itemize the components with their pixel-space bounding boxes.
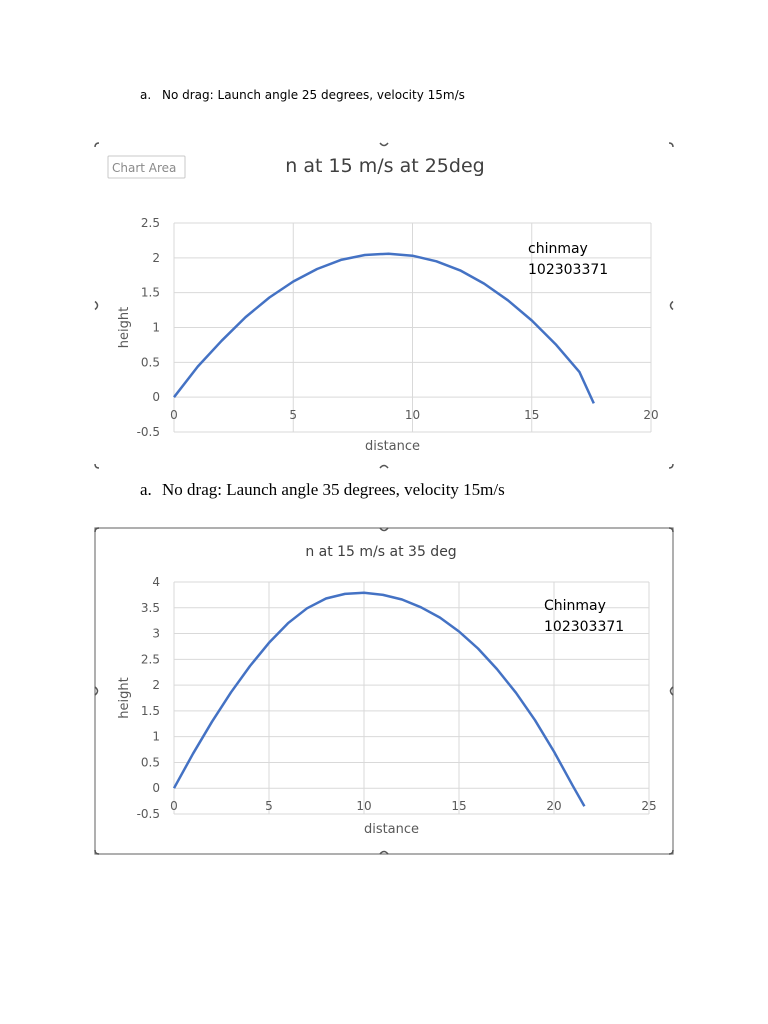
chart-trajectory-35deg[interactable]: n at 15 m/s at 35 deg -0.5 0 0.5 1 1.5 2 2.5 3 3.… [94,527,674,855]
section-heading-25deg: a. No drag: Launch angle 25 degrees, velo… [140,88,465,102]
y-tick-label: 0 [152,390,160,404]
handle-top-center[interactable] [379,142,389,147]
handle-right-center[interactable] [669,300,674,311]
x-tick-label: 0 [170,799,178,813]
x-axis-label: distance [365,439,420,454]
chart-title: n at 15 m/s at 25deg [285,155,484,177]
y-tick-label: 2 [152,678,160,692]
y-tick-label: 1.5 [141,704,160,718]
x-tick-label: 15 [451,799,466,813]
y-tick-label: 2.5 [141,652,160,666]
y-tick-label: 1.5 [141,286,160,300]
y-axis-label: height [117,307,132,348]
list-marker: a. [140,88,152,102]
y-tick-label: 3 [152,627,160,641]
y-tick-label: 2 [152,251,160,265]
y-tick-label: 1 [152,321,160,335]
handle-bottom-left[interactable] [94,463,100,469]
handle-top-left[interactable] [94,142,100,148]
list-marker: a. [140,480,152,499]
y-tick-label: 1 [152,730,160,744]
handle-left-center[interactable] [94,300,99,311]
heading-text: No drag: Launch angle 25 degrees, veloci… [162,88,465,102]
handle-top-center[interactable] [379,527,389,532]
handle-bottom-right[interactable] [668,849,674,855]
y-axis-label: height [117,677,132,718]
handle-bottom-left[interactable] [94,849,100,855]
x-tick-label: 25 [641,799,656,813]
x-tick-label: 10 [356,799,371,813]
handle-top-right[interactable] [668,142,674,148]
y-tick-label: 0.5 [141,755,160,769]
x-tick-label: 15 [524,408,539,422]
x-tick-label: 5 [265,799,273,813]
handle-top-right[interactable] [668,527,674,533]
y-tick-label: 0.5 [141,355,160,369]
chart-area-tooltip-text: Chart Area [112,161,176,175]
handle-bottom-center[interactable] [379,464,389,469]
handle-bottom-right[interactable] [668,463,674,469]
chart-area-tooltip [107,155,186,179]
annotation-text: 102303371 [544,619,624,635]
x-tick-label: 20 [546,799,561,813]
y-tick-label: -0.5 [137,425,160,439]
y-tick-label: 0 [152,781,160,795]
x-tick-label: 0 [170,408,178,422]
series-line-trajectory[interactable] [172,591,586,807]
handle-right-center[interactable] [669,686,674,696]
chart-area-frame[interactable] [94,527,674,855]
handle-left-center[interactable] [94,686,99,696]
x-tick-label: 20 [643,408,658,422]
annotation-text: 102303371 [528,262,608,278]
x-tick-label: 10 [405,408,420,422]
y-tick-label: -0.5 [137,807,160,821]
handle-top-left[interactable] [94,527,100,533]
x-tick-label: 5 [289,408,297,422]
heading-text: No drag: Launch angle 35 degrees, veloci… [162,480,505,499]
x-axis-label: distance [364,822,419,837]
chart-title: n at 15 m/s at 35 deg [305,544,456,560]
y-tick-label: 4 [152,575,160,589]
handle-bottom-center[interactable] [379,850,389,855]
section-heading-35deg: a. No drag: Launch angle 35 degrees, velo… [140,480,505,500]
y-tick-label: 3.5 [141,601,160,615]
y-tick-label: 2.5 [141,216,160,230]
chart-trajectory-25deg[interactable]: Chart Area n at 15 m/s at 25deg -0.5 0 0.5 1 1… [94,142,674,469]
annotation-text: Chinmay [544,598,606,614]
annotation-text: chinmay [528,241,588,257]
series-line-trajectory[interactable] [173,252,595,404]
